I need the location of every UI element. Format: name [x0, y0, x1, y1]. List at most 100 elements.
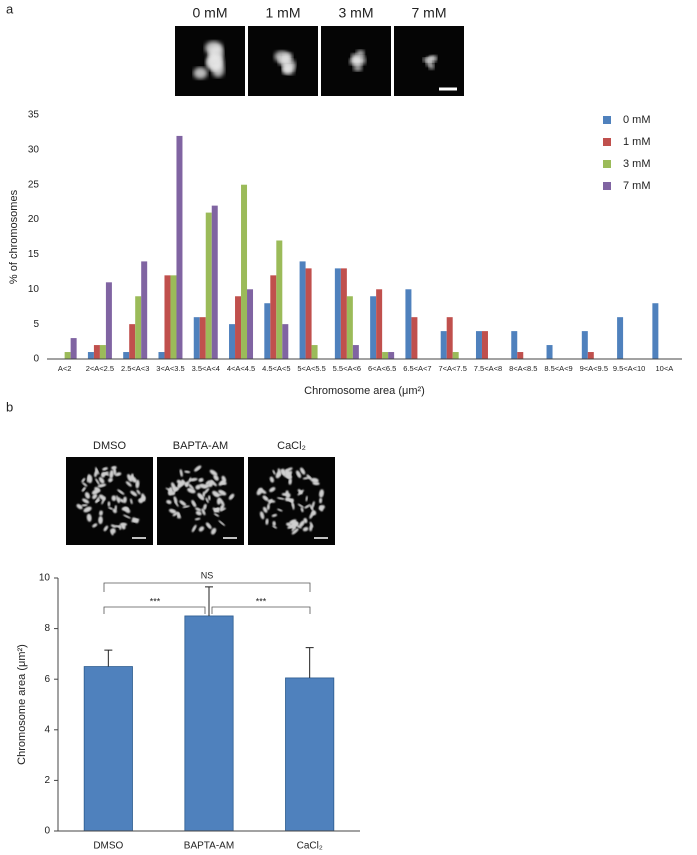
x-tick-label: 3<A<3.5	[156, 364, 184, 373]
chromosome	[269, 487, 276, 493]
bar	[334, 268, 341, 359]
bar	[105, 282, 112, 359]
bar	[370, 296, 377, 359]
chromosome	[299, 467, 306, 475]
chromosome	[195, 510, 202, 516]
bar	[193, 317, 200, 359]
bar	[141, 261, 148, 359]
panel-label: a	[6, 1, 14, 16]
bar	[87, 352, 94, 359]
bar	[70, 338, 77, 359]
chromosome	[296, 524, 302, 529]
bar	[452, 352, 459, 359]
chromosome	[213, 513, 220, 517]
chromosome	[305, 495, 308, 502]
bar	[99, 345, 106, 359]
chromosome	[136, 489, 141, 495]
chromosome	[138, 498, 144, 504]
bracket	[103, 606, 206, 614]
chromosome	[198, 477, 204, 483]
bar	[581, 331, 588, 359]
bar	[346, 296, 353, 359]
chromosome	[272, 521, 276, 527]
bar	[270, 275, 277, 359]
chromosome	[122, 496, 127, 504]
y-axis-label: % of chromosomes	[8, 189, 20, 284]
chromosome	[111, 495, 117, 502]
chromosome	[125, 481, 132, 487]
chromosome	[76, 503, 83, 510]
image-label: DMSO	[93, 440, 126, 452]
chromosome	[84, 491, 90, 499]
chromosome	[207, 495, 211, 501]
bar	[411, 317, 418, 359]
chromosome	[95, 468, 98, 475]
chromosome	[266, 503, 270, 511]
x-tick-label: 3.5<A<4	[192, 364, 220, 373]
chromosome	[213, 474, 219, 481]
chromosome	[130, 473, 134, 480]
annotation: ***	[256, 596, 267, 606]
bar	[382, 352, 389, 359]
chromosome	[198, 494, 205, 501]
legend-label: 1 mM	[623, 136, 651, 148]
chromosome	[297, 503, 304, 508]
bar	[587, 352, 594, 359]
bar	[517, 352, 524, 359]
chromosome	[205, 497, 209, 504]
x-tick-label: 8.5<A<9	[544, 364, 572, 373]
bar	[481, 331, 488, 359]
x-tick-label: 6<A<6.5	[368, 364, 396, 373]
chromosome	[97, 483, 107, 488]
bar	[229, 324, 236, 359]
bar	[376, 289, 383, 359]
chromosome	[298, 520, 305, 528]
chromosome	[198, 526, 205, 532]
chromosome	[116, 495, 119, 502]
bracket	[103, 582, 311, 592]
bar	[247, 289, 254, 359]
chromosome	[98, 476, 105, 484]
chromosome	[112, 508, 117, 514]
x-axis-label: Chromosome area (μm²)	[304, 385, 425, 397]
chromosome-blob	[211, 62, 225, 78]
chromosome	[290, 521, 299, 528]
bar	[184, 615, 234, 832]
chromosome	[81, 504, 88, 507]
chromosome	[95, 499, 101, 503]
bar	[211, 205, 218, 359]
bar	[652, 303, 659, 359]
chromosome	[108, 506, 114, 510]
chromosome-blob	[281, 64, 291, 74]
chromosome	[110, 524, 117, 528]
y-tick-label: 4	[44, 724, 50, 735]
chromosome	[172, 511, 179, 517]
chromosome-blob	[193, 67, 208, 79]
y-tick-label: 10	[28, 284, 40, 295]
image-label: CaCl₂	[277, 440, 306, 452]
chromosome	[130, 490, 138, 497]
bar	[64, 352, 71, 359]
bar	[170, 275, 177, 359]
y-tick-label: 8	[44, 623, 50, 634]
chromosome	[103, 525, 109, 532]
bar	[176, 135, 183, 359]
x-tick-label: CaCl₂	[297, 841, 323, 852]
bracket	[211, 606, 311, 614]
chromosome-blob	[429, 55, 437, 60]
chromosome	[118, 524, 122, 531]
chromosome	[272, 469, 276, 475]
chromosome	[285, 467, 293, 472]
chromosome-blob	[352, 56, 362, 66]
chromosome	[166, 499, 172, 505]
chromosome	[309, 524, 313, 532]
chromosome	[86, 513, 92, 522]
legend-label: 0 mM	[623, 114, 651, 126]
bar	[388, 352, 395, 359]
chromosome	[228, 493, 235, 500]
chromosome	[179, 469, 183, 477]
chromosome	[318, 489, 324, 498]
bar	[511, 331, 518, 359]
x-tick-label: DMSO	[93, 841, 123, 852]
legend-swatch	[603, 116, 611, 124]
